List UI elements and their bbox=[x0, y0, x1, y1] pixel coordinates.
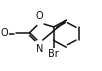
Text: O: O bbox=[1, 28, 8, 38]
Text: Br: Br bbox=[48, 49, 59, 59]
Text: O: O bbox=[36, 11, 43, 21]
Text: N: N bbox=[36, 44, 43, 54]
